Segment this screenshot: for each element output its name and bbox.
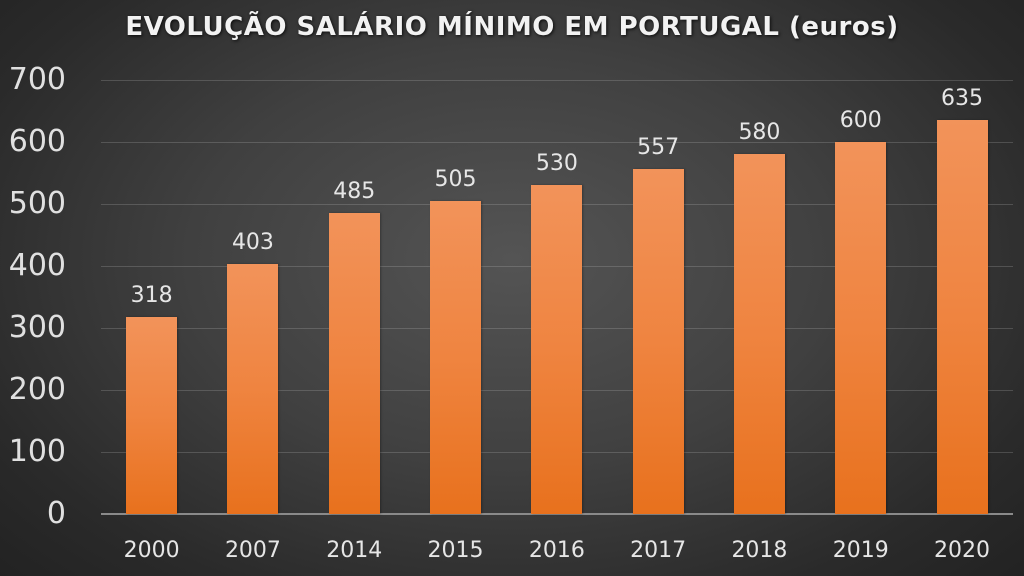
bar-2020 xyxy=(936,120,988,514)
y-tick-label: 0 xyxy=(46,496,66,531)
x-tick-label: 2020 xyxy=(934,538,991,563)
bar-value-label: 580 xyxy=(738,120,781,146)
y-tick-label: 500 xyxy=(8,186,66,221)
y-tick-label: 400 xyxy=(8,248,66,283)
bar-value-label: 403 xyxy=(231,230,274,256)
x-tick-label: 2016 xyxy=(528,538,585,563)
y-tick-label: 700 xyxy=(8,62,66,97)
y-tick-label: 300 xyxy=(8,310,66,345)
bar-2014 xyxy=(328,213,380,514)
chart-title: EVOLUÇÃO SALÁRIO MÍNIMO EM PORTUGAL (eur… xyxy=(125,12,899,42)
x-tick-label: 2014 xyxy=(326,538,383,563)
bar-value-label: 557 xyxy=(637,134,680,160)
x-tick-label: 2007 xyxy=(224,538,281,563)
bar-2000 xyxy=(126,316,178,514)
bar-2019 xyxy=(835,142,887,514)
x-tick-label: 2000 xyxy=(123,538,180,563)
y-tick-label: 100 xyxy=(8,434,66,469)
bar-2016 xyxy=(531,185,583,514)
bar-value-label: 530 xyxy=(535,151,578,177)
bar-2017 xyxy=(632,168,684,514)
x-axis-line xyxy=(101,513,1013,515)
x-tick-label: 2017 xyxy=(630,538,687,563)
y-tick-label: 200 xyxy=(8,372,66,407)
x-tick-label: 2015 xyxy=(427,538,484,563)
x-tick-label: 2018 xyxy=(731,538,788,563)
bar-value-label: 600 xyxy=(839,108,882,133)
gridline xyxy=(101,80,1013,81)
bar-value-label: 318 xyxy=(130,282,173,308)
bar-2018 xyxy=(733,154,785,514)
bar-value-label: 635 xyxy=(941,86,984,112)
y-tick-label: 600 xyxy=(8,124,66,159)
bar-value-label: 505 xyxy=(434,166,477,192)
bar-2015 xyxy=(430,200,482,514)
x-tick-label: 2019 xyxy=(832,538,889,563)
gridline xyxy=(101,142,1013,143)
bar-2007 xyxy=(227,264,279,514)
bar-value-label: 485 xyxy=(333,179,376,205)
